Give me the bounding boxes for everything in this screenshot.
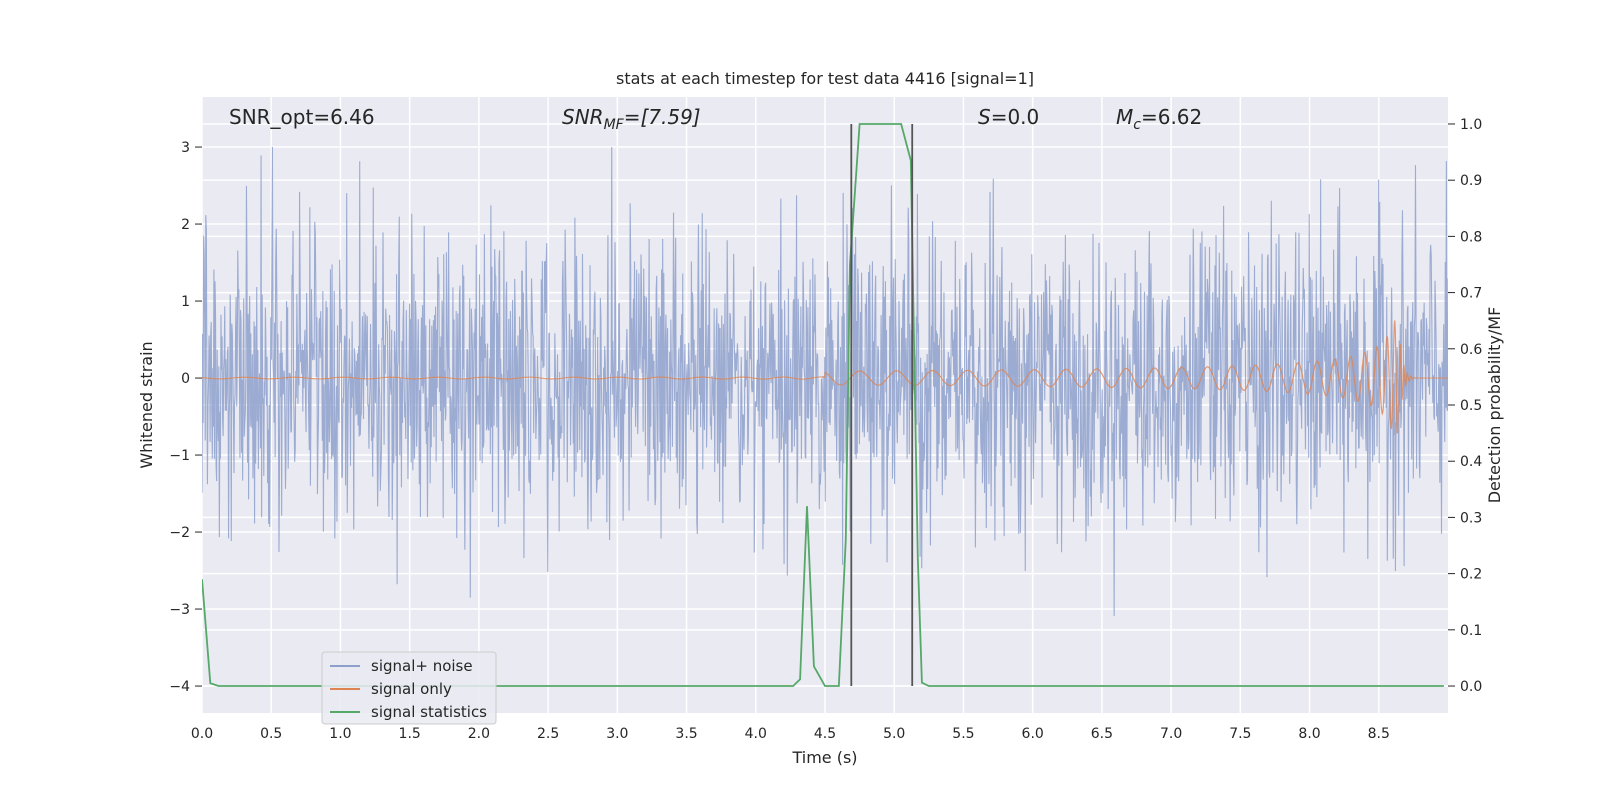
series-clip-group: [202, 123, 1448, 687]
x-axis-label: Time (s): [791, 748, 857, 767]
x-tick-label: 2.5: [537, 726, 559, 742]
y-tick-label-right: 0.9: [1460, 173, 1482, 189]
x-tick-label: 5.0: [883, 726, 905, 742]
legend-label-signal-statistics: signal statistics: [371, 703, 487, 721]
y-tick-label-left: 0: [181, 371, 190, 387]
legend-box: [321, 651, 497, 725]
x-tick-label: 6.5: [1091, 726, 1113, 742]
mc-symbol: M: [1116, 105, 1133, 129]
snr-mf-symbol: SNR: [562, 105, 604, 129]
y-tick-label-right: 0.7: [1460, 286, 1482, 302]
y-tick-label-right: 0.3: [1460, 510, 1482, 526]
x-tick-label: 8.5: [1368, 726, 1390, 742]
y-axis-label: Whitened strain: [137, 341, 156, 468]
vertical-markers: [850, 123, 914, 687]
annotation-snr-mf: SNRMF=[7.59]: [562, 105, 701, 133]
annotation-s: S=0.0: [978, 105, 1039, 129]
ticks: 0.0 0.5 1.0 1.5 2.0 2.5 3.0 3.5 4.0 4.5 5.0 5.5 6.0 6…: [169, 117, 1482, 742]
x-tick-label: 8.0: [1298, 726, 1320, 742]
annotation-mc: Mc=6.62: [1116, 105, 1202, 133]
x-tick-label: 5.5: [952, 726, 974, 742]
y-tick-label-right: 0.8: [1460, 229, 1482, 245]
y-tick-label-left: −4: [169, 679, 190, 695]
legend-label-signal-noise: signal+ noise: [371, 657, 473, 675]
y-tick-label-right: 0.6: [1460, 342, 1482, 358]
y-tick-label-right: 1.0: [1460, 117, 1482, 133]
y-tick-label-left: 1: [181, 294, 190, 310]
legend-label-signal-only: signal only: [371, 680, 452, 698]
x-tick-label: 4.0: [745, 726, 767, 742]
snr-mf-value: =[7.59]: [624, 105, 701, 129]
x-tick-label: 1.0: [329, 726, 351, 742]
mc-value: =6.62: [1141, 105, 1202, 129]
x-tick-label: 3.0: [606, 726, 628, 742]
y-tick-label-right: 0.0: [1460, 679, 1482, 695]
y-tick-label-right: 0.2: [1460, 567, 1482, 583]
series-layer: [202, 123, 1448, 687]
s-symbol: S: [978, 105, 991, 129]
y-tick-label-right: 0.4: [1460, 454, 1482, 470]
x-tick-label: 3.5: [675, 726, 697, 742]
chart-title: stats at each timestep for test data 441…: [616, 69, 1034, 88]
annotation-snr-opt: SNR_opt=6.46: [229, 105, 375, 129]
series-signal-only-line: [202, 320, 1448, 434]
x-tick-label: 1.5: [399, 726, 421, 742]
x-tick-label: 6.0: [1022, 726, 1044, 742]
x-tick-label: 2.0: [468, 726, 490, 742]
x-tick-label: 4.5: [814, 726, 836, 742]
x-tick-label: 0.5: [260, 726, 282, 742]
y-tick-label-left: 2: [181, 217, 190, 233]
mc-subscript: c: [1133, 117, 1141, 133]
y-tick-label-left: 3: [181, 140, 190, 156]
legend: signal+ noise signal only signal statist…: [321, 651, 497, 725]
y-tick-label-left: −3: [169, 602, 190, 618]
s-value: =0.0: [991, 105, 1040, 129]
x-tick-label: 0.0: [191, 726, 213, 742]
y-tick-label-right: 0.1: [1460, 623, 1482, 639]
y-tick-label-right: 0.5: [1460, 398, 1482, 414]
x-tick-label: 7.5: [1229, 726, 1251, 742]
snr-mf-subscript: MF: [604, 117, 625, 133]
series-signal-noise-line: [202, 147, 1448, 616]
y-tick-label-left: −2: [169, 525, 190, 541]
x-tick-label: 7.0: [1160, 726, 1182, 742]
y-axis-right-label: Detection probability/MF: [1485, 307, 1504, 504]
y-tick-label-left: −1: [169, 448, 190, 464]
